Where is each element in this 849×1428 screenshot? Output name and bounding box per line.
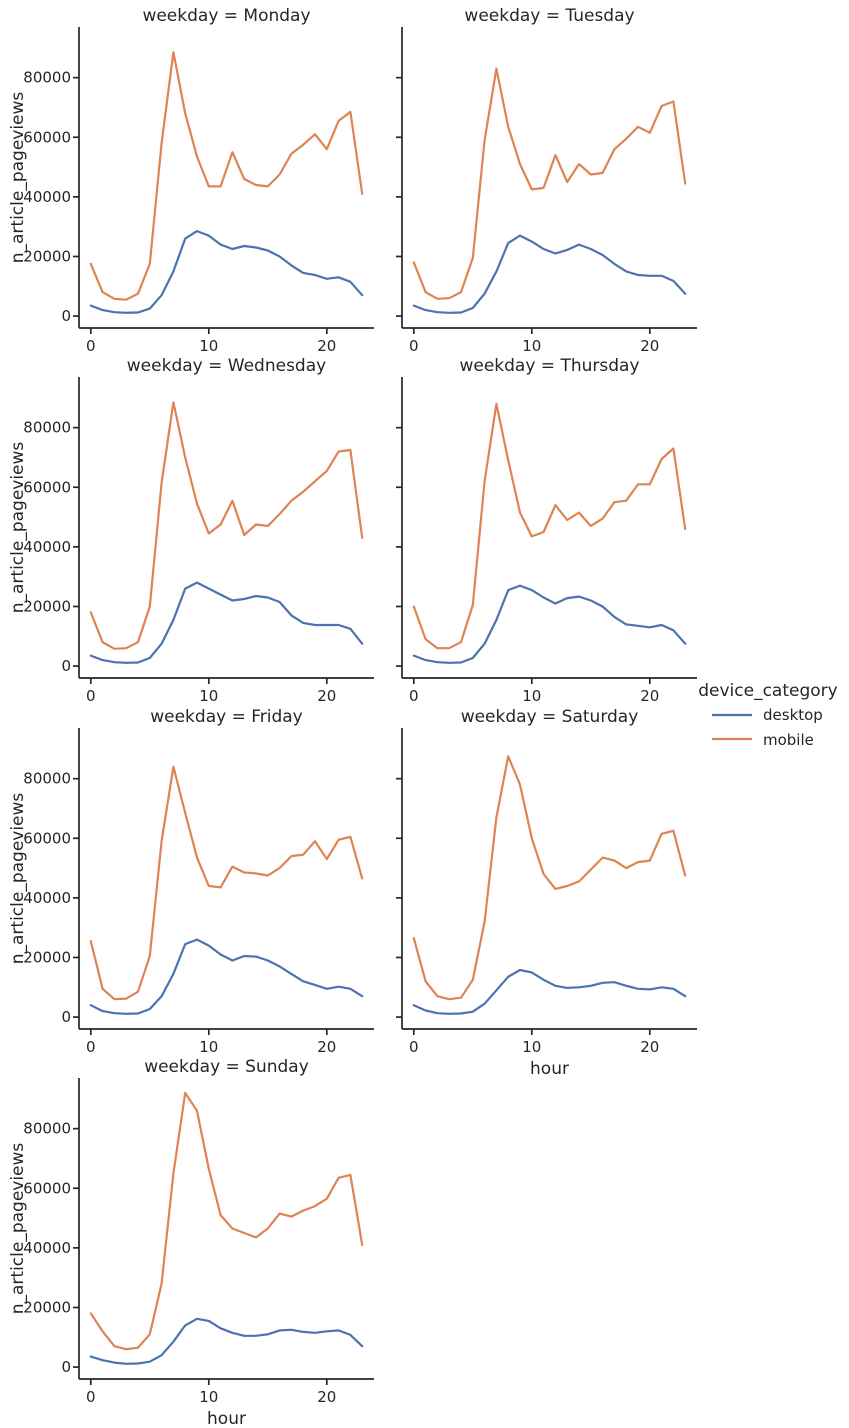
x-tick-label-0: 0 <box>409 337 419 355</box>
series-line-mobile-sunday <box>89 1091 364 1351</box>
x-axis-title: hour <box>530 1059 569 1079</box>
facet-title-friday: weekday = Friday <box>150 707 303 727</box>
legend: device_category desktop mobile <box>698 681 837 749</box>
y-tick-label-0: 0 <box>61 1358 71 1376</box>
legend-label-mobile: mobile <box>763 731 814 749</box>
x-tick-label-10: 10 <box>199 337 218 355</box>
series-line-mobile-friday <box>89 765 364 1001</box>
series-line-desktop-thursday <box>412 584 687 664</box>
y-tick-label-80000: 80000 <box>23 1120 71 1138</box>
y-tick-label-20000: 20000 <box>23 597 71 615</box>
facet-panel-wednesday: weekday = Wednesday 0 20000 40000 60000 80000… <box>8 356 374 705</box>
legend-label-desktop: desktop <box>763 706 823 724</box>
x-tick-label-10: 10 <box>199 1388 218 1406</box>
series-line-desktop-tuesday <box>412 234 687 314</box>
y-axis-title: n_article_pageviews <box>8 442 28 614</box>
series-line-mobile-monday <box>89 51 364 301</box>
x-axis-title: hour <box>207 1409 246 1428</box>
series-line-desktop-friday <box>89 938 364 1015</box>
y-tick-label-60000: 60000 <box>23 128 71 146</box>
x-tick-label-10: 10 <box>522 1038 541 1056</box>
x-tick-label-10: 10 <box>522 687 541 705</box>
series-line-desktop-wednesday <box>89 581 364 664</box>
facet-panel-sunday: weekday = Sunday 0 20000 40000 60000 80000 0 10… <box>8 1057 374 1428</box>
facet-panel-friday: weekday = Friday 0 20000 40000 60000 80000 0 10… <box>8 707 374 1056</box>
facet-panel-saturday: weekday = Saturday 0 10 20 hour <box>396 707 697 1079</box>
facet-title-sunday: weekday = Sunday <box>144 1057 309 1077</box>
x-tick-label-20: 20 <box>317 687 336 705</box>
x-tick-label-10: 10 <box>199 687 218 705</box>
x-tick-label-20: 20 <box>317 1038 336 1056</box>
y-tick-label-40000: 40000 <box>23 538 71 556</box>
x-tick-label-10: 10 <box>199 1038 218 1056</box>
x-tick-label-20: 20 <box>640 337 659 355</box>
facet-panel-monday: weekday = Monday 0 20000 40000 60000 80000 0 10… <box>8 6 374 355</box>
facet-title-thursday: weekday = Thursday <box>459 356 639 376</box>
y-axis-title: n_article_pageviews <box>8 1143 28 1315</box>
x-tick-label-20: 20 <box>640 1038 659 1056</box>
y-axis-title: n_article_pageviews <box>8 793 28 965</box>
facet-panel-thursday: weekday = Thursday 0 10 20 <box>396 356 697 705</box>
y-tick-label-60000: 60000 <box>23 478 71 496</box>
series-line-mobile-saturday <box>412 755 687 1001</box>
series-line-desktop-monday <box>89 230 364 314</box>
y-tick-label-60000: 60000 <box>23 829 71 847</box>
x-tick-label-20: 20 <box>317 337 336 355</box>
facet-panel-tuesday: weekday = Tuesday 0 10 20 <box>396 6 697 355</box>
x-tick-label-0: 0 <box>86 337 96 355</box>
facet-title-tuesday: weekday = Tuesday <box>464 6 634 26</box>
series-line-mobile-thursday <box>412 402 687 650</box>
x-tick-label-0: 0 <box>86 1038 96 1056</box>
y-tick-label-0: 0 <box>61 657 71 675</box>
y-tick-label-80000: 80000 <box>23 419 71 437</box>
facet-title-saturday: weekday = Saturday <box>461 707 639 727</box>
legend-title: device_category <box>698 681 837 701</box>
x-tick-label-20: 20 <box>317 1388 336 1406</box>
series-line-mobile-tuesday <box>412 67 687 300</box>
facet-title-wednesday: weekday = Wednesday <box>127 356 326 376</box>
y-tick-label-20000: 20000 <box>23 247 71 265</box>
y-tick-label-0: 0 <box>61 1008 71 1026</box>
y-tick-label-60000: 60000 <box>23 1179 71 1197</box>
x-tick-label-0: 0 <box>86 1388 96 1406</box>
series-line-mobile-wednesday <box>89 401 364 650</box>
x-tick-label-0: 0 <box>409 687 419 705</box>
y-tick-label-20000: 20000 <box>23 948 71 966</box>
x-tick-label-0: 0 <box>409 1038 419 1056</box>
y-tick-label-80000: 80000 <box>23 770 71 788</box>
series-line-desktop-saturday <box>412 968 687 1015</box>
y-tick-label-40000: 40000 <box>23 889 71 907</box>
y-tick-label-20000: 20000 <box>23 1298 71 1316</box>
y-tick-label-80000: 80000 <box>23 69 71 87</box>
series-line-desktop-sunday <box>89 1317 364 1365</box>
y-tick-label-0: 0 <box>61 307 71 325</box>
x-tick-label-20: 20 <box>640 687 659 705</box>
y-axis-title: n_article_pageviews <box>8 92 28 264</box>
y-tick-label-40000: 40000 <box>23 188 71 206</box>
x-tick-label-0: 0 <box>86 687 96 705</box>
x-tick-label-10: 10 <box>522 337 541 355</box>
y-tick-label-40000: 40000 <box>23 1239 71 1257</box>
facet-title-monday: weekday = Monday <box>142 6 310 26</box>
